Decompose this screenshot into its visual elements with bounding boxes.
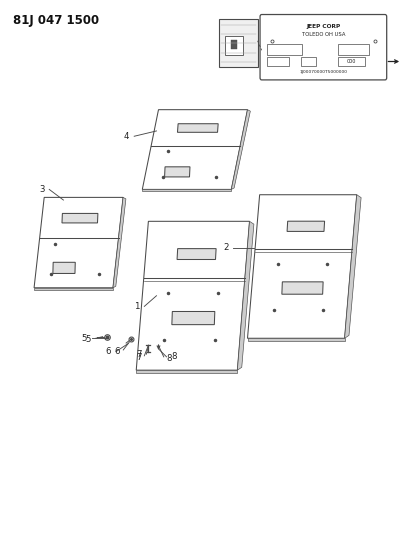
Text: 6: 6 — [105, 347, 111, 356]
Text: 7: 7 — [136, 353, 141, 362]
Polygon shape — [247, 195, 356, 338]
FancyBboxPatch shape — [230, 41, 237, 49]
Polygon shape — [142, 110, 247, 189]
FancyBboxPatch shape — [225, 36, 242, 55]
Text: 2: 2 — [222, 244, 228, 253]
Polygon shape — [177, 248, 215, 260]
FancyBboxPatch shape — [260, 14, 386, 80]
Text: 8: 8 — [171, 352, 177, 361]
Polygon shape — [142, 189, 231, 191]
Polygon shape — [164, 167, 190, 177]
Text: 000: 000 — [346, 59, 356, 64]
Text: JEEP CORP: JEEP CORP — [305, 24, 340, 29]
FancyBboxPatch shape — [266, 57, 288, 66]
Polygon shape — [286, 221, 324, 231]
Polygon shape — [34, 197, 123, 288]
FancyBboxPatch shape — [301, 57, 315, 66]
Polygon shape — [237, 221, 253, 370]
Polygon shape — [231, 110, 250, 189]
FancyBboxPatch shape — [337, 44, 368, 55]
Polygon shape — [113, 197, 126, 288]
Text: 6: 6 — [114, 347, 120, 356]
FancyBboxPatch shape — [219, 19, 257, 67]
Text: 1J00070000T5000000: 1J00070000T5000000 — [298, 69, 347, 74]
Text: 7: 7 — [136, 350, 141, 359]
Text: 4: 4 — [124, 132, 129, 141]
Text: 1: 1 — [134, 302, 139, 311]
Polygon shape — [177, 124, 217, 132]
Text: 5: 5 — [81, 334, 87, 343]
Text: 3: 3 — [39, 185, 44, 194]
Polygon shape — [281, 282, 322, 294]
Polygon shape — [344, 195, 360, 338]
Polygon shape — [247, 338, 344, 341]
Polygon shape — [171, 311, 214, 325]
Polygon shape — [34, 288, 113, 289]
FancyBboxPatch shape — [337, 57, 365, 66]
Polygon shape — [62, 213, 98, 223]
Polygon shape — [53, 262, 75, 273]
Polygon shape — [136, 221, 249, 370]
Polygon shape — [136, 370, 237, 373]
FancyBboxPatch shape — [266, 44, 302, 55]
Text: 81J 047 1500: 81J 047 1500 — [13, 14, 99, 27]
Text: 8: 8 — [166, 354, 172, 363]
Text: 5: 5 — [85, 335, 90, 344]
Text: TOLEDO OH USA: TOLEDO OH USA — [301, 31, 344, 37]
